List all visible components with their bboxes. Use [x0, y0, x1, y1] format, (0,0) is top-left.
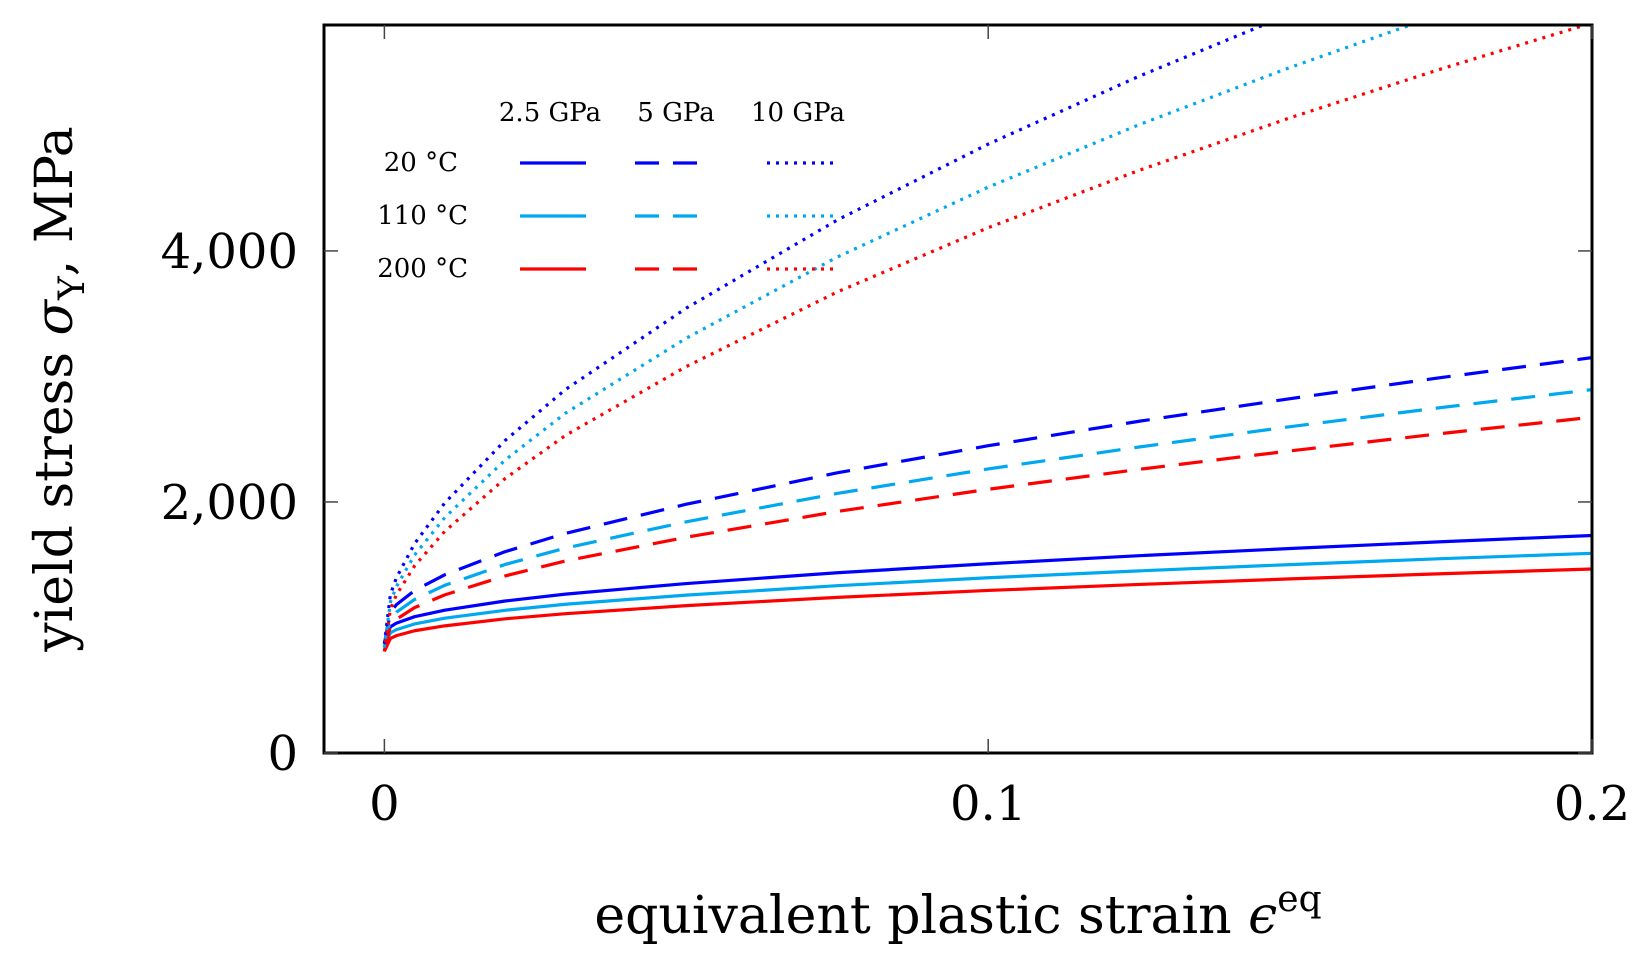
- x-tick-label: 0.2: [1554, 776, 1630, 832]
- legend-col-header-2p5gpa: 2.5 GPa: [499, 98, 601, 128]
- tick-labels-layer: 0 0.1 0.2 0 2,000 4,000: [161, 224, 1631, 832]
- series-line-3: [382, 567, 1592, 653]
- series-layer: [382, 25, 1592, 653]
- y-tick-label: 0: [267, 726, 298, 782]
- legend-row-header-20c: 20 °C: [384, 148, 458, 178]
- x-axis-title: equivalent plastic strain ϵeq: [594, 879, 1321, 946]
- legend-row-header-200c: 200 °C: [377, 254, 468, 284]
- y-tick-label: 2,000: [161, 475, 298, 531]
- series-line-9: [382, 25, 1591, 652]
- y-axis-title: yield stress σY, MPa: [25, 126, 93, 653]
- series-line-1: [382, 533, 1592, 645]
- y-tick-label: 4,000: [161, 224, 298, 280]
- series-line-6: [382, 415, 1592, 652]
- x-tick-label: 0: [369, 776, 400, 832]
- plot-frame: [322, 23, 1594, 755]
- legend-col-header-10gpa: 10 GPa: [751, 98, 845, 128]
- series-line-7: [382, 25, 1268, 644]
- x-tick-label: 0.1: [950, 776, 1026, 832]
- series-line-4: [382, 356, 1592, 645]
- legend: 2.5 GPa 5 GPa 10 GPa 20 °C 110 °C 200 °C: [377, 98, 845, 284]
- ticks-layer: [324, 25, 1593, 754]
- series-line-5: [382, 388, 1592, 648]
- series-line-2: [382, 551, 1592, 649]
- legend-row-header-110c: 110 °C: [377, 201, 468, 231]
- legend-col-header-5gpa: 5 GPa: [637, 98, 714, 128]
